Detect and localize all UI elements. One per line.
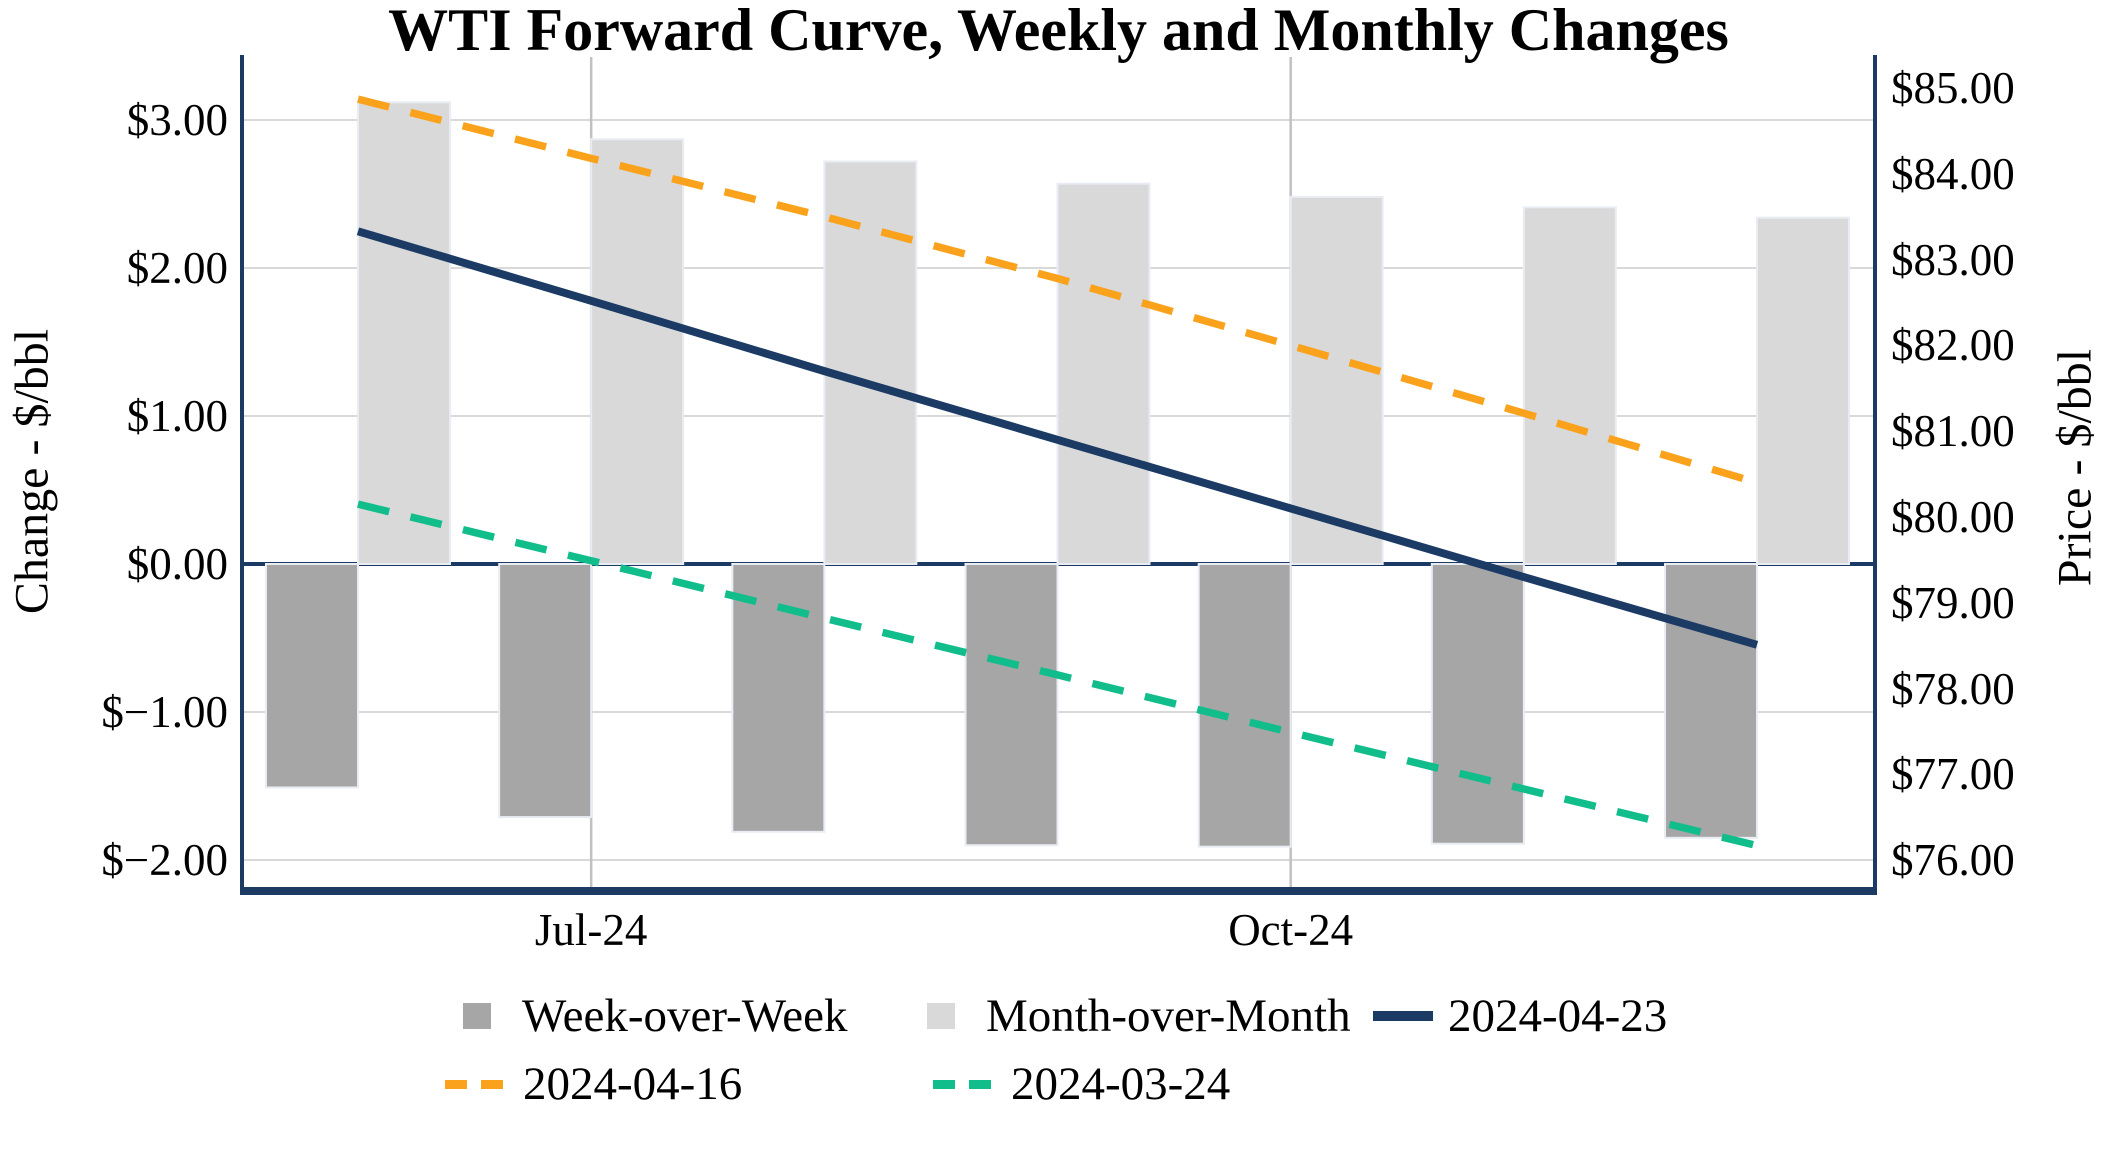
y-axis-tick-label-right: $81.00	[1891, 406, 2015, 457]
y-axis-tick-label-right: $79.00	[1891, 577, 2015, 628]
line-2024-03-24	[357, 500, 1758, 850]
bar-week-over-week	[1430, 563, 1525, 845]
legend-swatch-2024-03-24	[933, 1079, 991, 1089]
y-axis-tick-label-left: $1.00	[126, 391, 228, 441]
left-spine	[240, 55, 244, 895]
legend-swatch-week-over-week	[463, 1003, 491, 1029]
bar-week-over-week	[265, 563, 359, 789]
bar-month-over-month	[590, 138, 685, 566]
y-axis-tick-label-right: $77.00	[1891, 749, 2015, 800]
y-axis-tick-label-left: $−2.00	[101, 835, 228, 885]
legend-item-2024-04-16: 2024-04-16	[445, 1057, 742, 1111]
y-axis-tick-label-right: $78.00	[1891, 663, 2015, 714]
line-2024-04-23	[356, 227, 1759, 649]
left-axis-title: Change - $/bbl	[5, 328, 59, 615]
bar-week-over-week	[1197, 563, 1292, 848]
bar-month-over-month	[1522, 206, 1617, 565]
y-axis-tick-label-right: $85.00	[1891, 63, 2015, 113]
legend-swatch-month-over-month	[927, 1003, 955, 1029]
bar-month-over-month	[823, 160, 918, 565]
legend-item-month-over-month: Month-over-Month	[927, 989, 1351, 1043]
y-axis-tick-label-left: $3.00	[126, 95, 228, 145]
x-axis-tick-label: Oct-24	[1228, 905, 1354, 955]
y-axis-tick-label-right: $84.00	[1891, 148, 2015, 199]
bar-month-over-month	[357, 101, 451, 566]
y-axis-tick-label-left: $2.00	[126, 243, 228, 293]
legend-item-2024-03-24: 2024-03-24	[933, 1057, 1230, 1111]
bar-month-over-month	[1056, 182, 1151, 565]
legend-swatch-2024-04-23	[1373, 1011, 1433, 1021]
x-axis-tick-label: Jul-24	[534, 905, 648, 955]
chart-title: WTI Forward Curve, Weekly and Monthly Ch…	[388, 0, 1729, 63]
legend-label-2024-03-24: 2024-03-24	[1011, 1058, 1231, 1110]
legend-item-week-over-week: Week-over-Week	[463, 989, 848, 1043]
bar-week-over-week	[498, 563, 593, 819]
y-axis-tick-label-right: $83.00	[1891, 234, 2015, 285]
bar-month-over-month	[1289, 195, 1384, 566]
bar-month-over-month	[1756, 216, 1851, 565]
y-axis-tick-label-right: $76.00	[1891, 835, 2015, 886]
legend-label-month-over-month: Month-over-Month	[986, 990, 1351, 1042]
legend-item-2024-04-23: 2024-04-23	[1373, 989, 1667, 1043]
bar-week-over-week	[1664, 563, 1759, 839]
bar-week-over-week	[964, 563, 1059, 847]
y-axis-tick-label-right: $82.00	[1891, 320, 2015, 371]
legend-label-2024-04-23: 2024-04-23	[1448, 990, 1668, 1042]
y-axis-tick-label-right: $80.00	[1891, 492, 2015, 542]
y-axis-tick-label-left: $−1.00	[101, 687, 228, 737]
legend-label-2024-04-16: 2024-04-16	[523, 1058, 743, 1110]
line-2024-04-16	[357, 95, 1759, 487]
legend-label-week-over-week: Week-over-Week	[522, 990, 848, 1042]
right-spine	[1873, 55, 1877, 895]
right-axis-title: Price - $/bbl	[2048, 348, 2102, 587]
legend-swatch-2024-04-16	[445, 1079, 503, 1089]
bottom-spine	[240, 887, 1877, 895]
y-axis-tick-label-left: $0.00	[126, 539, 228, 589]
